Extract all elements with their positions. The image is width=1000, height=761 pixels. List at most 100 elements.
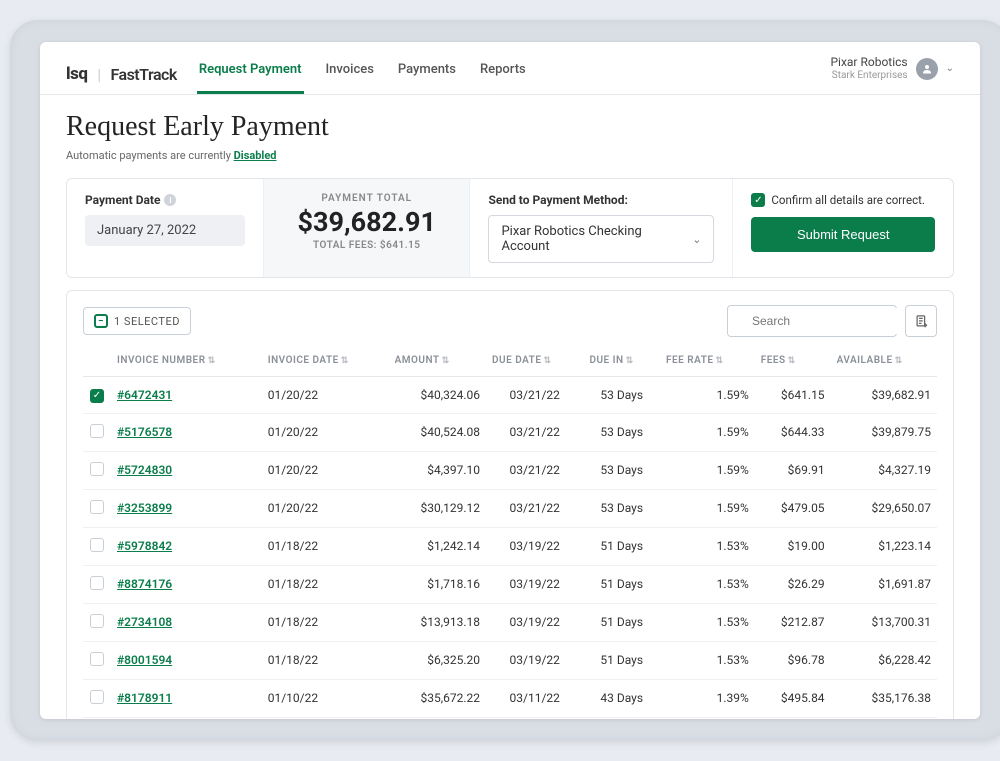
search-box — [727, 305, 897, 337]
cell-due-in: 53 Days — [583, 489, 660, 527]
cell-amount: $6,325.20 — [389, 641, 486, 679]
cell-available: $35,176.38 — [831, 679, 937, 717]
table-row: #817891101/10/22$35,672.2203/11/2243 Day… — [83, 679, 937, 717]
auto-payments-status-link[interactable]: Disabled — [234, 149, 277, 162]
invoice-link[interactable]: #8001594 — [117, 653, 172, 667]
account-org: Stark Enterprises — [830, 70, 907, 82]
cell-due-in: 53 Days — [583, 451, 660, 489]
cell-fee-rate: 1.59% — [660, 451, 755, 489]
cell-fees: $26.29 — [755, 565, 831, 603]
cell-fees: $641.15 — [755, 377, 831, 414]
payment-date-field[interactable]: January 27, 2022 — [85, 215, 245, 246]
indeterminate-checkbox-icon: − — [94, 314, 108, 328]
info-icon[interactable]: i — [164, 194, 176, 206]
cell-invoice-date: 01/20/22 — [262, 413, 389, 451]
cell-amount: $40,324.06 — [389, 377, 486, 414]
col-header-available[interactable]: AVAILABLE⇅ — [831, 347, 937, 377]
topbar-right: Pixar Robotics Stark Enterprises ⌄ — [830, 56, 954, 91]
payment-method-value: Pixar Robotics Checking Account — [501, 224, 692, 254]
cell-fee-rate: 1.59% — [660, 413, 755, 451]
brand-separator: | — [97, 65, 100, 84]
nav-item-request-payment[interactable]: Request Payment — [197, 54, 304, 94]
table-toolbar: − 1 SELECTED — [83, 305, 937, 337]
payment-total-amount: $39,682.91 — [282, 206, 451, 238]
selection-count: 1 SELECTED — [114, 315, 180, 328]
invoices-panel: − 1 SELECTED — [66, 290, 954, 719]
confirm-label: Confirm all details are correct. — [771, 193, 924, 207]
row-checkbox[interactable] — [90, 690, 104, 704]
row-checkbox[interactable] — [90, 652, 104, 666]
cell-due-date: 03/11/22 — [486, 679, 583, 717]
row-checkbox[interactable] — [90, 424, 104, 438]
search-input[interactable] — [748, 308, 911, 334]
subtitle-prefix: Automatic payments are currently — [66, 149, 234, 162]
person-icon — [921, 63, 933, 75]
cell-fees: $96.78 — [755, 641, 831, 679]
main: Request Early Payment Automatic payments… — [40, 95, 980, 719]
table-row: #273410801/18/22$13,913.1803/19/2251 Day… — [83, 603, 937, 641]
row-checkbox[interactable] — [90, 500, 104, 514]
col-header-amount[interactable]: AMOUNT⇅ — [389, 347, 486, 377]
cell-due-in: 51 Days — [583, 641, 660, 679]
col-header-invoice-date[interactable]: INVOICE DATE⇅ — [262, 347, 389, 377]
cell-fees: $69.91 — [755, 451, 831, 489]
invoice-link[interactable]: #3253899 — [117, 501, 172, 515]
col-header-fees[interactable]: FEES⇅ — [755, 347, 831, 377]
cell-fee-rate: 1.53% — [660, 527, 755, 565]
cell-amount: $1,242.14 — [389, 527, 486, 565]
avatar[interactable] — [916, 58, 938, 80]
invoice-link[interactable]: #5176578 — [117, 425, 172, 439]
export-button[interactable] — [905, 305, 937, 337]
nav-item-payments[interactable]: Payments — [396, 54, 458, 94]
payment-method-select[interactable]: Pixar Robotics Checking Account ⌄ — [488, 215, 714, 263]
cell-invoice-date: 01/10/22 — [262, 717, 389, 719]
cell-due-date: 03/21/22 — [486, 451, 583, 489]
table-row: #517657801/20/22$40,524.0803/21/2253 Day… — [83, 413, 937, 451]
invoice-link[interactable]: #6472431 — [117, 388, 172, 402]
selection-indicator[interactable]: − 1 SELECTED — [83, 307, 191, 335]
brand-product: FastTrack — [110, 65, 176, 84]
cell-available: $29,650.07 — [831, 489, 937, 527]
cell-fee-rate: 1.53% — [660, 565, 755, 603]
cell-invoice-date: 01/18/22 — [262, 527, 389, 565]
table-row: #375379901/10/22$7,162.2403/11/2243 Days… — [83, 717, 937, 719]
col-header-due-in[interactable]: DUE IN⇅ — [583, 347, 660, 377]
cell-available: $4,327.19 — [831, 451, 937, 489]
cell-due-date: 03/19/22 — [486, 565, 583, 603]
row-checkbox[interactable] — [90, 462, 104, 476]
export-icon — [914, 314, 929, 329]
col-header-invoice-number[interactable]: INVOICE NUMBER⇅ — [111, 347, 262, 377]
brand: lsq | FastTrack — [66, 64, 177, 84]
invoice-link[interactable]: #5978842 — [117, 539, 172, 553]
chevron-down-icon: ⌄ — [692, 233, 701, 246]
cell-invoice-date: 01/20/22 — [262, 377, 389, 414]
invoice-link[interactable]: #8874176 — [117, 577, 172, 591]
nav-item-invoices[interactable]: Invoices — [324, 54, 376, 94]
account-menu-caret[interactable]: ⌄ — [946, 63, 954, 74]
cell-due-in: 43 Days — [583, 717, 660, 719]
invoice-link[interactable]: #8178911 — [117, 691, 172, 705]
confirm-checkbox[interactable]: ✓ — [751, 193, 765, 207]
table-header-row: INVOICE NUMBER⇅ INVOICE DATE⇅ AMOUNT⇅ DU… — [83, 347, 937, 377]
submit-request-button[interactable]: Submit Request — [751, 217, 935, 252]
row-checkbox[interactable]: ✓ — [90, 389, 104, 403]
cell-amount: $4,397.10 — [389, 451, 486, 489]
row-checkbox[interactable] — [90, 614, 104, 628]
payment-total-fees: TOTAL FEES: $641.15 — [282, 240, 451, 251]
cell-fee-rate: 1.39% — [660, 717, 755, 719]
row-checkbox[interactable] — [90, 538, 104, 552]
nav-item-reports[interactable]: Reports — [478, 54, 528, 94]
cell-available: $7,062.68 — [831, 717, 937, 719]
cell-due-in: 51 Days — [583, 527, 660, 565]
app-screen: lsq | FastTrack Request Payment Invoices P… — [40, 42, 980, 719]
col-header-due-date[interactable]: DUE DATE⇅ — [486, 347, 583, 377]
table-row: #597884201/18/22$1,242.1403/19/2251 Days… — [83, 527, 937, 565]
row-checkbox[interactable] — [90, 576, 104, 590]
invoice-link[interactable]: #2734108 — [117, 615, 172, 629]
invoice-link[interactable]: #5724830 — [117, 463, 172, 477]
cell-due-date: 03/11/22 — [486, 717, 583, 719]
cell-fee-rate: 1.53% — [660, 603, 755, 641]
col-header-fee-rate[interactable]: FEE RATE⇅ — [660, 347, 755, 377]
topbar: lsq | FastTrack Request Payment Invoices P… — [40, 42, 980, 95]
tablet-frame: lsq | FastTrack Request Payment Invoices P… — [10, 20, 1000, 741]
